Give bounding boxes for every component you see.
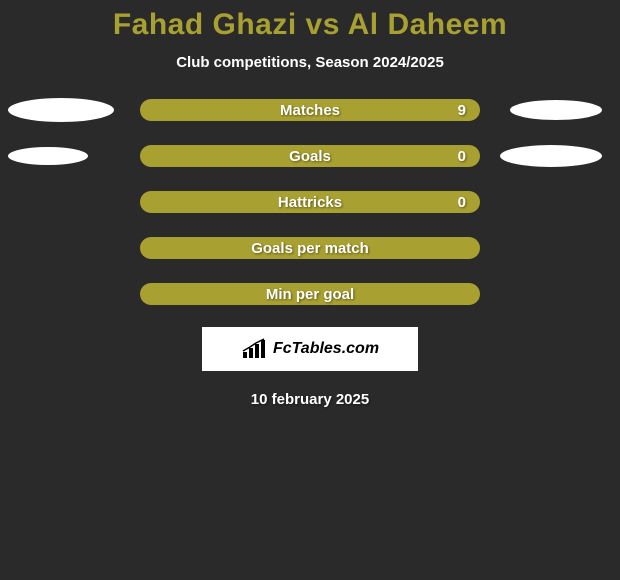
- stat-bar: Goals 0: [140, 145, 480, 167]
- stat-value: 0: [458, 148, 466, 165]
- stat-row: Goals per match: [0, 237, 620, 259]
- left-ellipse: [8, 98, 114, 122]
- right-ellipse: [510, 100, 602, 120]
- bars-icon: [241, 338, 267, 360]
- date-text: 10 february 2025: [251, 391, 369, 408]
- stat-row: Goals 0: [0, 145, 620, 167]
- stat-rows: Matches 9 Goals 0 Hattricks 0 Goals per match M…: [0, 99, 620, 305]
- stat-label: Goals: [289, 148, 331, 165]
- brand-box: FcTables.com: [202, 327, 418, 371]
- stat-value: 9: [458, 102, 466, 119]
- page-title: Fahad Ghazi vs Al Daheem: [113, 8, 507, 42]
- stat-label: Min per goal: [266, 286, 354, 303]
- stat-label: Goals per match: [251, 240, 369, 257]
- stat-row: Min per goal: [0, 283, 620, 305]
- left-ellipse: [8, 147, 88, 165]
- stat-row: Matches 9: [0, 99, 620, 121]
- brand-text: FcTables.com: [273, 340, 379, 358]
- stat-bar: Hattricks 0: [140, 191, 480, 213]
- right-ellipse: [500, 145, 602, 167]
- stat-row: Hattricks 0: [0, 191, 620, 213]
- stat-label: Matches: [280, 102, 340, 119]
- stat-label: Hattricks: [278, 194, 342, 211]
- stat-bar: Matches 9: [140, 99, 480, 121]
- subtitle: Club competitions, Season 2024/2025: [176, 54, 444, 71]
- comparison-infographic: Fahad Ghazi vs Al Daheem Club competitio…: [0, 0, 620, 408]
- stat-bar: Goals per match: [140, 237, 480, 259]
- stat-value: 0: [458, 194, 466, 211]
- stat-bar: Min per goal: [140, 283, 480, 305]
